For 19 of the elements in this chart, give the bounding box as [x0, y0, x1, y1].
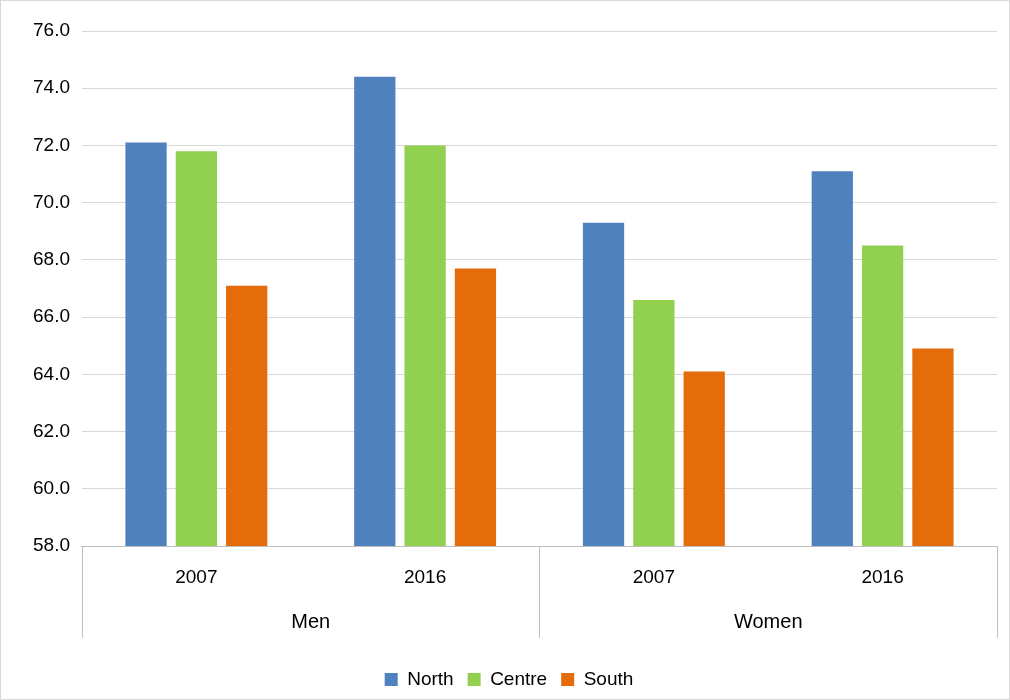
y-tick-label: 60.0: [33, 477, 70, 499]
y-tick-label: 76.0: [33, 19, 70, 41]
y-tick-label: 72.0: [33, 133, 70, 155]
y-tick-label: 62.0: [33, 419, 70, 441]
x-tick-label: 2016: [861, 565, 904, 587]
y-tick-label: 66.0: [33, 305, 70, 327]
x-tick-label: 2007: [175, 565, 218, 587]
legend-label: Centre: [490, 667, 548, 689]
x-tick-label: 2007: [632, 565, 676, 587]
x-tick-label: 2016: [403, 565, 447, 587]
y-tick-label: 74.0: [33, 76, 70, 98]
legend-label: North: [407, 667, 454, 689]
y-tick-label: 68.0: [33, 248, 70, 270]
text: Men: [291, 609, 331, 632]
legend-label: South: [583, 667, 634, 689]
y-tick-label: 64.0: [33, 362, 70, 384]
text: Women: [733, 609, 803, 632]
y-tick-label: 58.0: [33, 534, 70, 556]
y-tick-label: 70.0: [33, 190, 70, 212]
